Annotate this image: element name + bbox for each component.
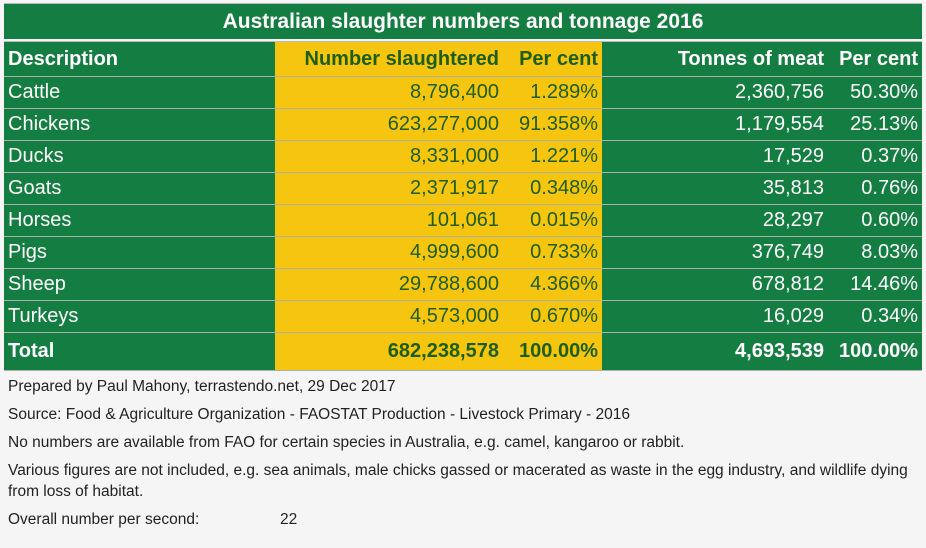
cell-tonnes-percent: 14.46% [828, 268, 922, 301]
table-row: Ducks 8,331,000 1.221% 17,529 0.37% [4, 140, 922, 173]
total-row: Total 682,238,578 100.00% 4,693,539 100.00% [4, 332, 922, 371]
table-row: Sheep 29,788,600 4.366% 678,812 14.46% [4, 268, 922, 301]
header-row: Description Number slaughtered Per cent … [4, 41, 922, 77]
header-description: Description [4, 41, 275, 77]
cell-description: Pigs [4, 236, 275, 269]
cell-tonnes: 376,749 [602, 236, 828, 269]
cell-number-percent: 0.670% [503, 300, 602, 333]
cell-number-percent: 1.221% [503, 140, 602, 173]
header-tonnes-percent: Per cent [828, 41, 922, 77]
cell-tonnes: 1,179,554 [602, 108, 828, 141]
table-row: Horses 101,061 0.015% 28,297 0.60% [4, 204, 922, 237]
notes: Prepared by Paul Mahony, terrastendo.net… [8, 376, 920, 537]
cell-description: Sheep [4, 268, 275, 301]
note-exclusions: Various figures are not included, e.g. s… [8, 462, 908, 500]
note-missing-species: No numbers are available from FAO for ce… [8, 434, 685, 451]
note-source: Source: Food & Agriculture Organization … [8, 406, 630, 423]
cell-tonnes-percent: 0.34% [828, 300, 922, 333]
header-number: Number slaughtered [275, 41, 503, 77]
table-row: Cattle 8,796,400 1.289% 2,360,756 50.30% [4, 76, 922, 109]
cell-number: 8,331,000 [275, 140, 503, 173]
cell-tonnes: 16,029 [602, 300, 828, 333]
cell-description: Chickens [4, 108, 275, 141]
cell-tonnes-percent: 50.30% [828, 76, 922, 109]
table-row: Pigs 4,999,600 0.733% 376,749 8.03% [4, 236, 922, 269]
cell-tonnes: 4,693,539 [602, 332, 828, 371]
cell-number: 4,573,000 [275, 300, 503, 333]
cell-tonnes-percent: 25.13% [828, 108, 922, 141]
cell-tonnes: 35,813 [602, 172, 828, 205]
cell-number-percent: 0.015% [503, 204, 602, 237]
note-prepared-by: Prepared by Paul Mahony, terrastendo.net… [8, 378, 396, 395]
cell-tonnes-percent: 0.37% [828, 140, 922, 173]
cell-number-percent: 91.358% [503, 108, 602, 141]
cell-description: Ducks [4, 140, 275, 173]
cell-description: Cattle [4, 76, 275, 109]
cell-number-percent: 1.289% [503, 76, 602, 109]
cell-number-percent: 100.00% [503, 332, 602, 371]
cell-number: 623,277,000 [275, 108, 503, 141]
rate-value: 22 [280, 511, 298, 528]
cell-tonnes: 2,360,756 [602, 76, 828, 109]
header-number-percent: Per cent [503, 41, 602, 77]
table-row: Goats 2,371,917 0.348% 35,813 0.76% [4, 172, 922, 205]
table-row: Chickens 623,277,000 91.358% 1,179,554 25.13… [4, 108, 922, 141]
rate-label: Overall number per second: [8, 511, 200, 528]
cell-number-percent: 0.348% [503, 172, 602, 205]
table-row: Turkeys 4,573,000 0.670% 16,029 0.34% [4, 300, 922, 333]
cell-tonnes: 678,812 [602, 268, 828, 301]
cell-description: Turkeys [4, 300, 275, 333]
cell-tonnes-percent: 0.60% [828, 204, 922, 237]
cell-number: 101,061 [275, 204, 503, 237]
cell-description: Total [4, 332, 275, 371]
cell-tonnes-percent: 100.00% [828, 332, 922, 371]
cell-number: 8,796,400 [275, 76, 503, 109]
cell-tonnes-percent: 8.03% [828, 236, 922, 269]
rate-line: Overall number per second: 22 [8, 509, 920, 530]
table-title: Australian slaughter numbers and tonnage… [4, 3, 922, 39]
cell-number-percent: 4.366% [503, 268, 602, 301]
cell-number-percent: 0.733% [503, 236, 602, 269]
cell-number: 682,238,578 [275, 332, 503, 371]
cell-number: 29,788,600 [275, 268, 503, 301]
cell-tonnes: 17,529 [602, 140, 828, 173]
cell-tonnes: 28,297 [602, 204, 828, 237]
cell-description: Goats [4, 172, 275, 205]
cell-number: 4,999,600 [275, 236, 503, 269]
cell-number: 2,371,917 [275, 172, 503, 205]
cell-description: Horses [4, 204, 275, 237]
cell-tonnes-percent: 0.76% [828, 172, 922, 205]
header-tonnes: Tonnes of meat [602, 41, 828, 77]
slaughter-table: Description Number slaughtered Per cent … [4, 41, 922, 371]
